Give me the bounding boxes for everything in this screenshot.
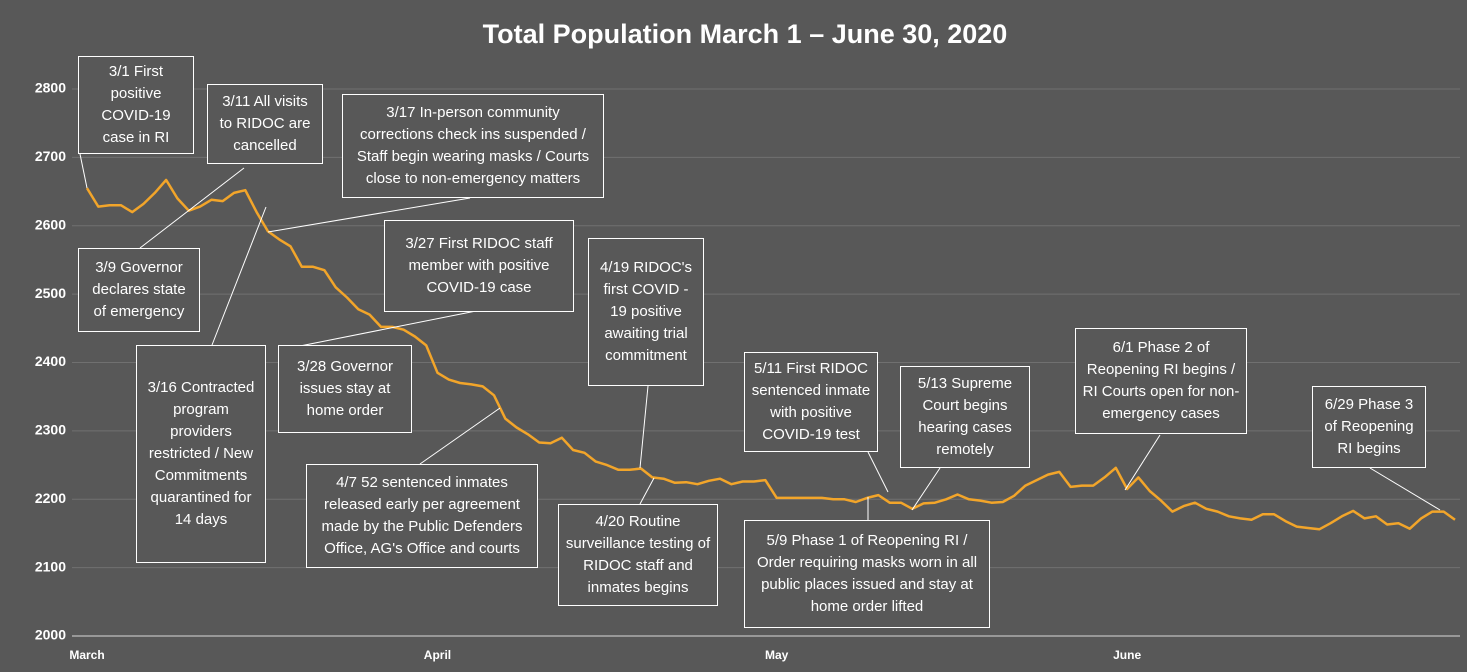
annotation: 3/11 All visits to RIDOC are cancelled [207, 84, 323, 164]
y-tick-label: 2100 [35, 558, 66, 574]
annotation: 5/11 First RIDOC sentenced inmate with p… [744, 352, 878, 452]
annotation: 6/29 Phase 3 of Reopening RI begins [1312, 386, 1426, 468]
annotation: 5/9 Phase 1 of Reopening RI / Order requ… [744, 520, 990, 628]
y-tick-label: 2800 [35, 80, 66, 96]
annotation: 6/1 Phase 2 of Reopening RI begins / RI … [1075, 328, 1247, 434]
annotation: 3/9 Governor declares state of emergency [78, 248, 200, 332]
connector [1124, 434, 1161, 491]
connector [139, 167, 245, 249]
x-tick-label: June [1113, 648, 1141, 662]
annotation: 4/20 Routine surveillance testing of RID… [558, 504, 718, 606]
connector [1369, 467, 1441, 511]
y-tick-label: 2300 [35, 422, 66, 438]
connector [639, 477, 655, 505]
annotation: 4/19 RIDOC's first COVID - 19 positive a… [588, 238, 704, 386]
y-tick-label: 2400 [35, 353, 66, 369]
data-line [85, 178, 1456, 531]
connector [211, 206, 267, 346]
connectors [79, 153, 1441, 520]
annotation: 3/27 First RIDOC staff member with posit… [384, 220, 574, 312]
y-tick-label: 2600 [35, 216, 66, 232]
connector [79, 153, 88, 189]
y-tick-label: 2500 [35, 285, 66, 301]
annotation: 5/13 Supreme Court begins hearing cases … [900, 366, 1030, 468]
connector [419, 407, 501, 465]
x-tick-label: May [765, 648, 789, 662]
annotation: 3/16 Contracted program providers restri… [136, 345, 266, 563]
annotation: 4/7 52 sentenced inmates released early … [306, 464, 538, 568]
chart-title: Total Population March 1 – June 30, 2020 [483, 19, 1008, 49]
connector [299, 310, 477, 347]
y-tick-label: 2700 [35, 148, 66, 164]
connector [911, 467, 941, 511]
annotation: 3/1 First positive COVID-19 case in RI [78, 56, 194, 154]
annotation: 3/28 Governor issues stay at home order [278, 345, 412, 433]
connector [867, 451, 889, 493]
annotation: 3/17 In-person community corrections che… [342, 94, 604, 198]
x-tick-label: April [424, 648, 451, 662]
x-tick-label: March [69, 648, 104, 662]
y-tick-label: 2000 [35, 627, 66, 643]
connector [639, 385, 649, 469]
y-tick-label: 2200 [35, 490, 66, 506]
connector [267, 197, 471, 233]
